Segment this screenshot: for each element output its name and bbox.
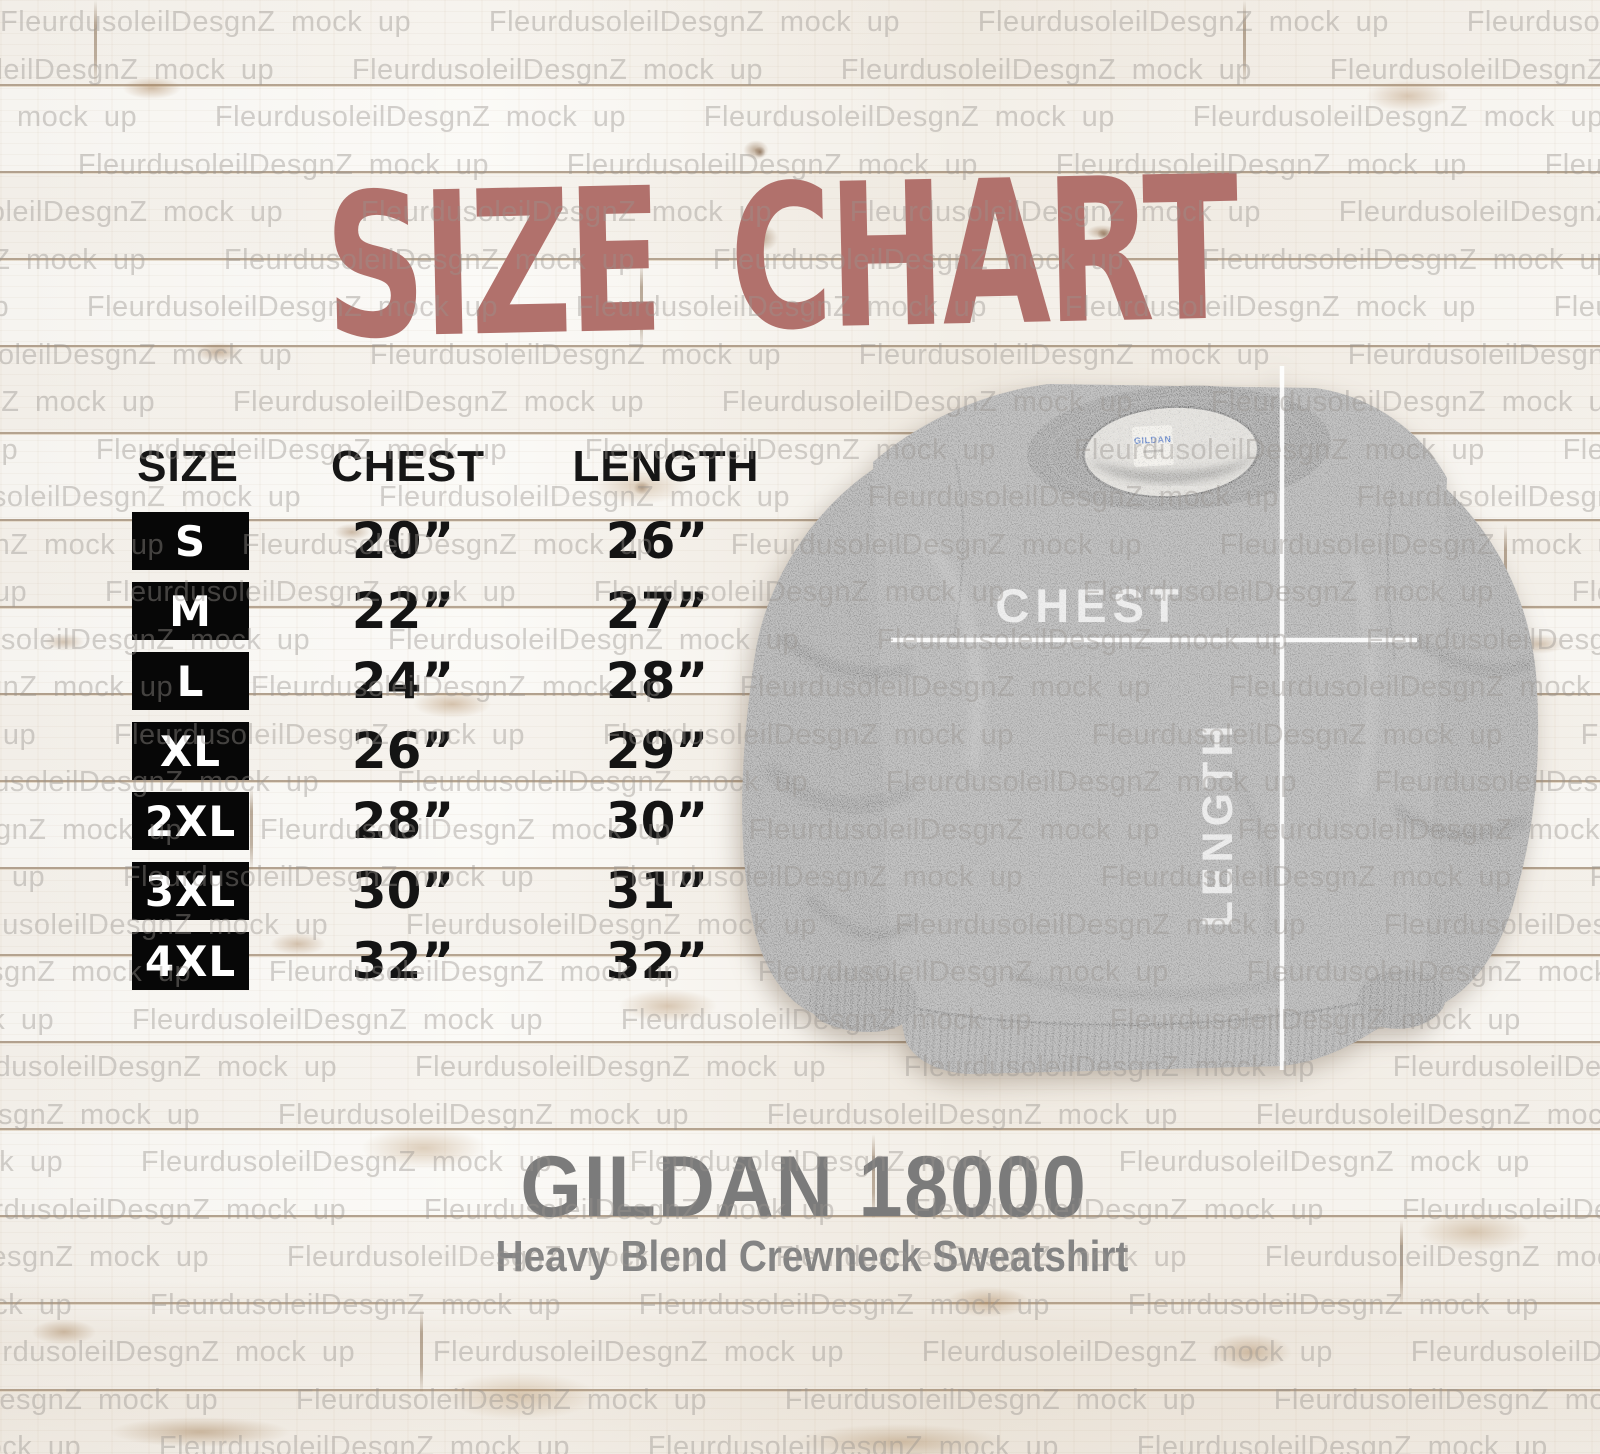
chest-value: 20” (351, 512, 455, 570)
length-value: 31” (605, 862, 709, 920)
column-header-size: SIZE (137, 442, 239, 491)
length-measure-label: LENGTH (1194, 721, 1242, 928)
length-value: 26” (605, 512, 709, 570)
size-badge: L (132, 652, 249, 710)
size-badge: 3XL (132, 862, 249, 920)
left-cuff-rib (808, 968, 918, 1033)
column-header-chest: CHEST (330, 442, 486, 491)
size-badge: S (132, 512, 249, 570)
watermark-row: FleurdusoleilDesgnZ mock up Fleurdusolei… (0, 101, 1600, 133)
watermark-row: FleurdusoleilDesgnZ mock up Fleurdusolei… (0, 1383, 1600, 1416)
product-name: GILDAN 18000 (520, 1139, 1088, 1235)
plank-joint (1243, 0, 1246, 84)
chest-value: 28” (351, 792, 455, 850)
chest-value: 24” (351, 652, 455, 710)
neck-tag-brand: GILDAN (1134, 434, 1172, 446)
size-badge: M (132, 582, 249, 640)
chest-measure-label: CHEST (995, 579, 1184, 632)
watermark-row: FleurdusoleilDesgnZ mock up Fleurdusolei… (0, 1431, 1600, 1454)
length-value: 30” (605, 792, 709, 850)
table-row: M 22” 27” (100, 582, 780, 640)
plank-joint (420, 1308, 423, 1392)
watermark-row: FleurdusoleilDesgnZ mock up Fleurdusolei… (0, 1288, 1600, 1321)
right-cuff-rib (1357, 969, 1447, 1029)
table-row: 4XL 32” 32” (100, 932, 780, 990)
chest-value: 32” (351, 932, 455, 990)
chest-value: 30” (351, 862, 455, 920)
sweatshirt-photo: GILDAN CHEST LENGTH (742, 366, 1539, 1074)
size-badge: XL (132, 722, 249, 780)
size-badge: 2XL (132, 792, 249, 850)
table-row: XL 26” 29” (100, 722, 780, 780)
column-header-length: LENGTH (572, 442, 760, 491)
watermark-row: FleurdusoleilDesgnZ mock up Fleurdusolei… (0, 6, 1600, 38)
size-chart-table: SIZE CHEST LENGTH S 20” 26” M 22” 27” L … (100, 420, 780, 1040)
chest-value: 22” (351, 582, 455, 640)
neck-tag: GILDAN (1132, 425, 1174, 467)
table-row: 3XL 30” 31” (100, 862, 780, 920)
length-value: 29” (605, 722, 709, 780)
plank-joint (94, 0, 97, 84)
table-row: 2XL 28” 30” (100, 792, 780, 850)
table-row: S 20” 26” (100, 512, 780, 570)
watermark-row: FleurdusoleilDesgnZ mock up Fleurdusolei… (0, 1336, 1600, 1368)
table-row: L 24” 28” (100, 652, 780, 710)
sweatshirt-garment: GILDAN (742, 384, 1539, 1074)
watermark-row: FleurdusoleilDesgnZ mock up Fleurdusolei… (0, 53, 1600, 86)
length-value: 32” (605, 932, 709, 990)
length-value: 27” (605, 582, 709, 640)
length-value: 28” (605, 652, 709, 710)
chest-value: 26” (351, 722, 455, 780)
product-subtitle: Heavy Blend Crewneck Sweatshirt (495, 1232, 1129, 1281)
size-badge: 4XL (132, 932, 249, 990)
